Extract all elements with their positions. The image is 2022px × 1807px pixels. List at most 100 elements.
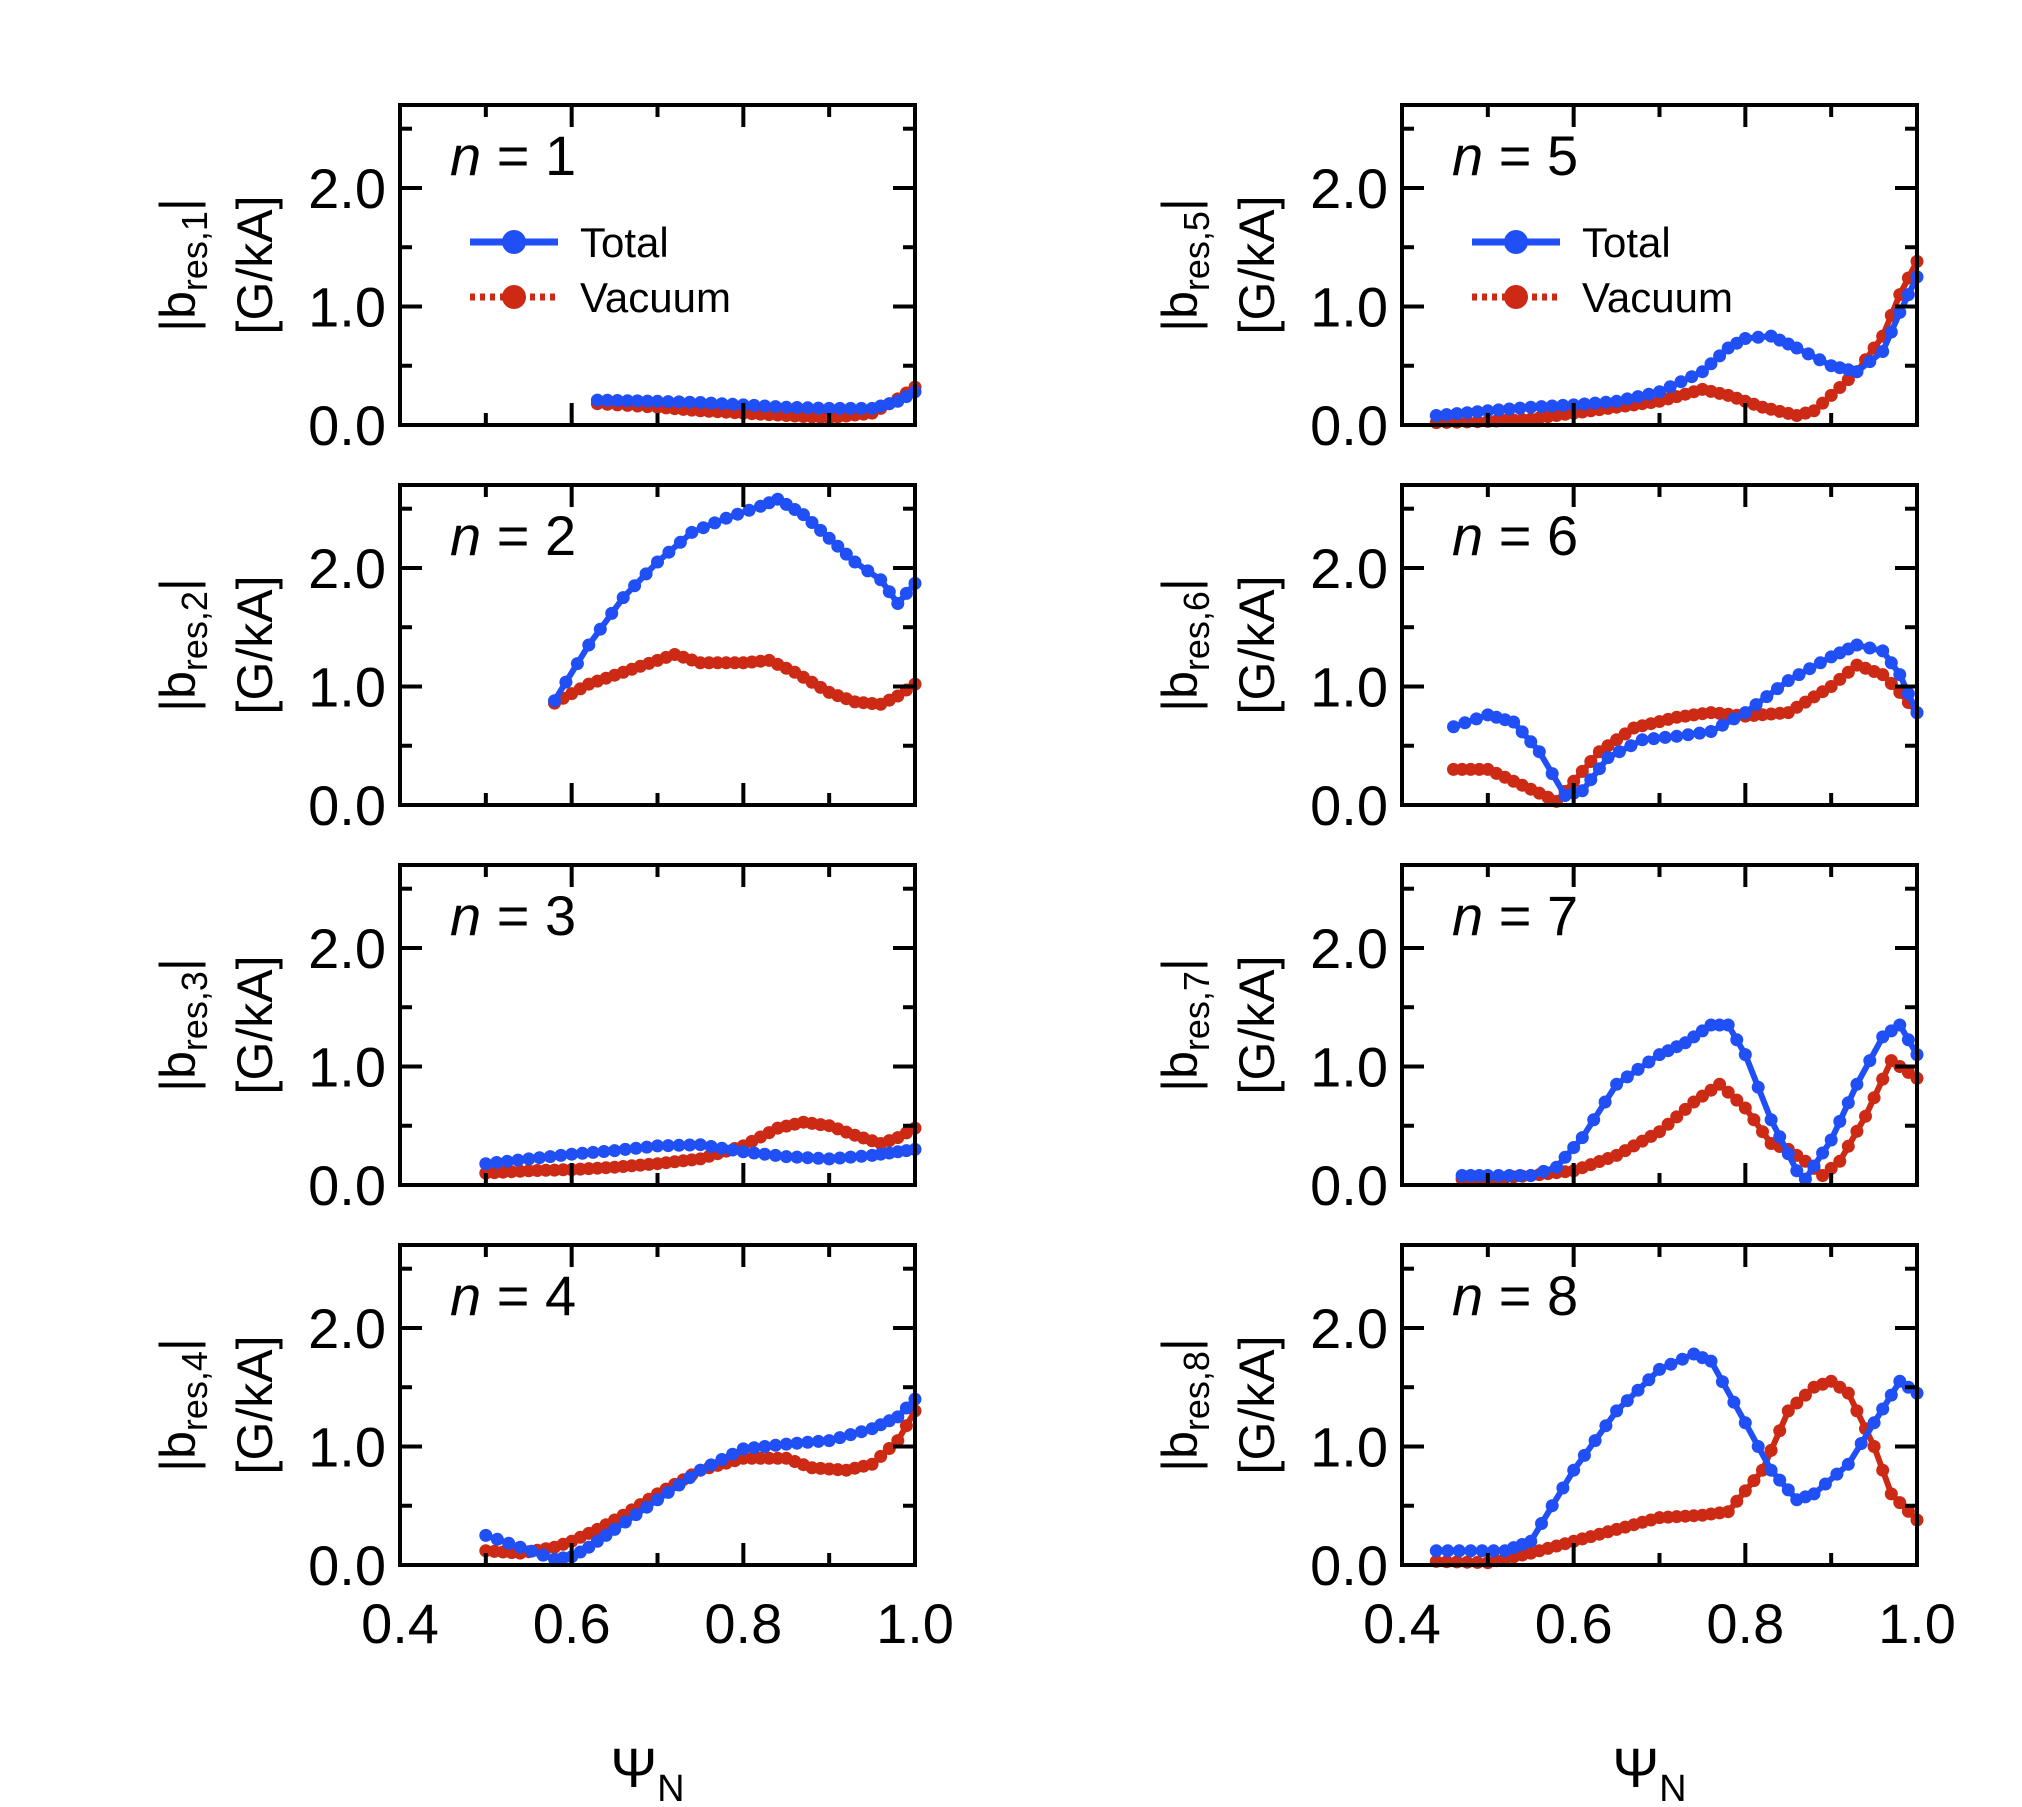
panel-n1-total-point xyxy=(704,396,718,410)
panel-n8-vacuum-point xyxy=(1901,1504,1915,1518)
panel-n7-total-point xyxy=(1863,1054,1877,1068)
panel-n7-total-point xyxy=(1824,1133,1838,1147)
panel-n3-total-point xyxy=(693,1138,707,1152)
panel-n4-vacuum-point xyxy=(891,1434,905,1448)
panel-n6-vacuum-point xyxy=(1584,755,1598,768)
panel-n6-vacuum-point xyxy=(1833,672,1847,686)
panel-n2-total-point xyxy=(839,547,853,561)
panel-n3-total-point xyxy=(736,1145,750,1159)
panel-n6-ytick-label: 0.0 xyxy=(1310,774,1388,837)
panel-n7-vacuum-point xyxy=(1850,1124,1864,1138)
panel-n7-total-point xyxy=(1575,1131,1589,1145)
panel-n4-total-point xyxy=(513,1540,527,1554)
panel-n6-total-point xyxy=(1850,638,1864,652)
panel-n2-total-line xyxy=(551,496,918,704)
panel-n8-yaxis-label-main: |b xyxy=(1152,1431,1208,1472)
panel-n1-ytick-label: 1.0 xyxy=(308,275,386,338)
panel-n7-ytick-label: 1.0 xyxy=(1310,1035,1388,1098)
panel-n5-total-point xyxy=(1440,408,1454,422)
panel-n1-total-point xyxy=(651,394,664,408)
panel-n3-total-point xyxy=(715,1141,729,1155)
panel-n7-vacuum-point xyxy=(1653,1125,1666,1139)
panel-n6-yaxis-label-end: | xyxy=(1152,578,1208,591)
panel-n1-total-point xyxy=(779,400,793,414)
panel-n4-total-point xyxy=(536,1548,550,1562)
panel-n6-total-point xyxy=(1901,687,1915,701)
panel-n3-total-point xyxy=(769,1148,782,1162)
panel-n5-label: n = 5 xyxy=(1452,124,1578,187)
panel-n7-label: n = 7 xyxy=(1452,884,1578,947)
panel-n8-total-point xyxy=(1773,1473,1787,1487)
panel-n3-total-point xyxy=(822,1152,836,1166)
panel-n7-total-point xyxy=(1893,1018,1907,1032)
panel-n5-total-point xyxy=(1790,341,1804,355)
panel-n1-ytick-label: 2.0 xyxy=(308,157,386,220)
panel-n2-total-point xyxy=(831,539,845,553)
panel-n8-vacuum-point xyxy=(1773,1424,1787,1438)
panel-n4-xtick-label: 0.4 xyxy=(361,1592,439,1655)
panel-n4-total-point xyxy=(891,1410,905,1424)
panel-n2-total-point xyxy=(593,622,607,636)
panel-n6-total-point xyxy=(1658,730,1672,744)
panel-n3-total-point xyxy=(844,1150,858,1164)
panel-n8-total-point xyxy=(1675,1352,1689,1366)
panel-n4-total-point xyxy=(811,1434,825,1448)
panel-n4-total-point xyxy=(640,1500,654,1514)
panel-n6-total-point xyxy=(1693,726,1707,740)
panel-n8-total-point xyxy=(1464,1544,1478,1558)
panel-n2-total-point xyxy=(719,511,733,525)
panel-n8-label: n = 8 xyxy=(1452,1264,1578,1327)
panel-n8-total-point xyxy=(1715,1375,1729,1389)
panel-n4-total-point xyxy=(672,1478,686,1492)
panel-n5-total-point xyxy=(1850,365,1864,379)
panel-n2-total-point xyxy=(685,525,699,539)
panel-n8-total-point xyxy=(1867,1416,1881,1430)
panel-n5-ytick-label: 2.0 xyxy=(1310,157,1388,220)
panel-n4-total-point xyxy=(758,1440,772,1453)
panel-n7-total-point xyxy=(1773,1130,1787,1144)
panel-n3-total-point xyxy=(586,1145,600,1159)
panel-n5-vacuum-point xyxy=(1833,381,1847,394)
panel-n8-vacuum-point xyxy=(1867,1440,1881,1453)
panel-n5-total-point xyxy=(1513,401,1527,415)
panel-n5-total-point xyxy=(1884,325,1898,339)
panel-n7-total-point xyxy=(1730,1033,1744,1047)
panel-n6-vacuum-point xyxy=(1824,680,1838,693)
panel-n4-total-point xyxy=(779,1437,793,1451)
panel-n8-total-point xyxy=(1781,1483,1795,1497)
panel-n7: 0.01.02.0n = 7|bres,7| [G/kA] xyxy=(1152,863,1924,1217)
panel-n3-total-point xyxy=(608,1144,622,1158)
panel-n4-total-point xyxy=(833,1431,847,1445)
panel-n7-total-point xyxy=(1610,1077,1624,1091)
panel-n7-vacuum-point xyxy=(1747,1113,1761,1127)
panel-n5-total-point xyxy=(1893,305,1907,319)
panel-n6-total-point xyxy=(1792,668,1806,682)
panel-n4-xaxis-label: ΨN xyxy=(610,1736,684,1807)
panel-n4-yaxis-label-main: |b xyxy=(150,1431,206,1472)
panel-n6-total-point xyxy=(1469,712,1483,726)
panel-n8-total-point xyxy=(1751,1440,1765,1453)
panel-n3-total-point xyxy=(618,1142,632,1156)
panel-n6-total-point xyxy=(1893,668,1907,682)
panel-n1-total-point xyxy=(726,397,740,411)
panel-n7-total-point xyxy=(1524,1169,1538,1182)
panel-n1-legend-vacuum-label: Vacuum xyxy=(580,274,731,321)
panel-n7-total-point xyxy=(1513,1169,1527,1182)
panel-n5-total-point xyxy=(1653,385,1666,399)
panel-n6-total-point xyxy=(1635,733,1649,747)
panel-n8-total-point xyxy=(1642,1373,1656,1387)
panel-n7-vacuum-point xyxy=(1713,1077,1727,1091)
panel-n8-xaxis-label: ΨN xyxy=(1612,1736,1686,1807)
panel-n7-total-point xyxy=(1798,1172,1812,1186)
panel-n5-total-point xyxy=(1502,402,1516,416)
panel-n8-label-rest: = 8 xyxy=(1483,1264,1578,1327)
panel-n7-vacuum-point xyxy=(1867,1091,1881,1105)
panel-n6-vacuum-point xyxy=(1575,764,1589,778)
panel-n4-total-point xyxy=(790,1436,804,1450)
panel-n4-total-point xyxy=(736,1442,750,1456)
panel-n4-total-point xyxy=(899,1401,913,1415)
panel-n1-total-point xyxy=(715,397,729,411)
panel-n6-total-point xyxy=(1545,767,1559,781)
